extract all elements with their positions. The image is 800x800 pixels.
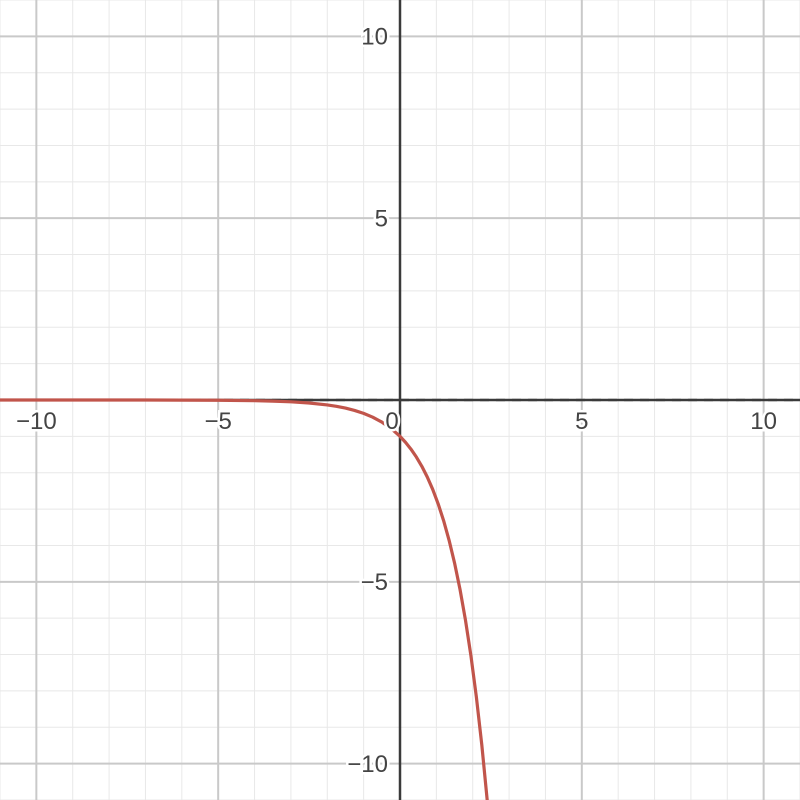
x-tick-label: 0 [385, 408, 398, 435]
y-tick-label: 10 [361, 24, 388, 51]
y-tick-label: −5 [361, 569, 388, 596]
x-tick-label: 10 [750, 408, 777, 435]
x-tick-label: 5 [575, 408, 588, 435]
y-tick-label: 5 [375, 206, 388, 233]
x-tick-label: −10 [16, 408, 57, 435]
function-plot: −10 −5 0 5 10 −10 −5 5 10 [0, 0, 800, 800]
y-tick-label: −10 [347, 751, 388, 778]
x-tick-label: −5 [204, 408, 231, 435]
